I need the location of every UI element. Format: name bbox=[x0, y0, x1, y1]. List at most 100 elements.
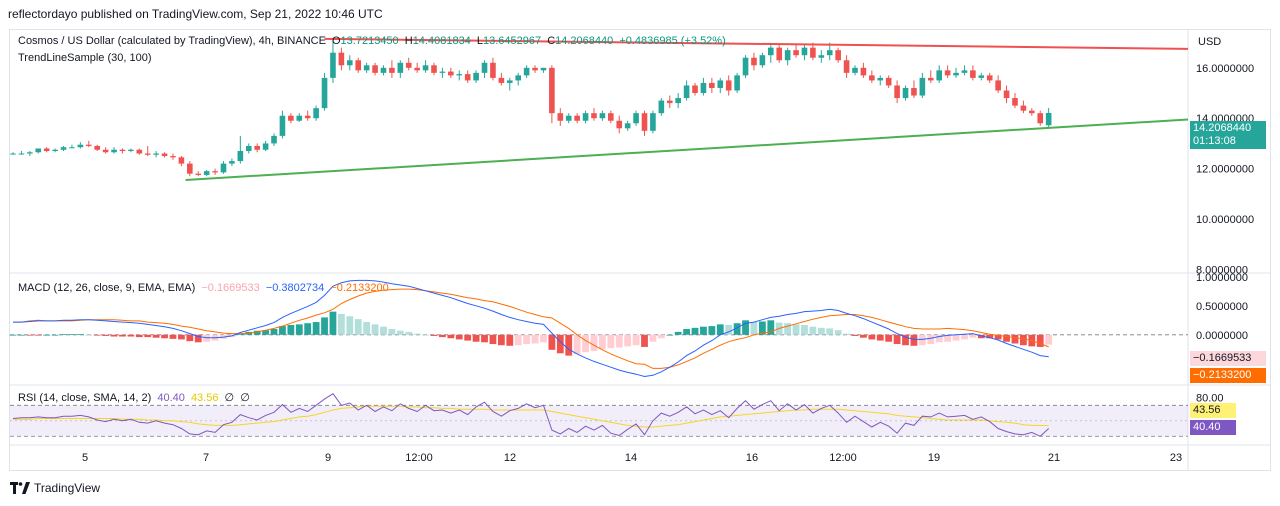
candle-body bbox=[35, 148, 42, 153]
candle-body bbox=[397, 62, 404, 73]
rsi-ma-value: 43.56 bbox=[190, 392, 219, 404]
macd-histogram-bar bbox=[599, 334, 606, 350]
macd-histogram-bar bbox=[691, 327, 699, 335]
macd-histogram-bar bbox=[481, 334, 488, 343]
macd-histogram-bar bbox=[388, 329, 396, 335]
close-label: C bbox=[547, 35, 556, 47]
candle-body bbox=[860, 67, 867, 76]
macd-histogram-bar bbox=[851, 334, 859, 336]
candle-body bbox=[338, 52, 345, 66]
candle-body bbox=[111, 149, 117, 153]
support-trendline bbox=[185, 118, 1189, 181]
candle-body bbox=[826, 50, 833, 56]
rsi-value: 40.40 bbox=[157, 392, 185, 404]
macd-histogram-bar bbox=[767, 320, 775, 335]
time-axis-label: 12 bbox=[504, 452, 516, 464]
macd-histogram-bar bbox=[548, 334, 556, 350]
macd-histogram-bar bbox=[733, 323, 741, 335]
macd-histogram-bar bbox=[18, 334, 25, 336]
macd-histogram-bar bbox=[725, 324, 733, 335]
candle-body bbox=[237, 151, 244, 162]
candle-body bbox=[970, 70, 976, 78]
macd-histogram-bar bbox=[868, 334, 876, 340]
macd-histogram-bar bbox=[93, 334, 101, 336]
macd-histogram-bar bbox=[607, 334, 615, 349]
macd-histogram-bar bbox=[60, 334, 67, 336]
candle-body bbox=[523, 67, 530, 76]
macd-histogram-bar bbox=[666, 334, 674, 336]
symbol-label[interactable]: Cosmos / US Dollar (calculated by Tradin… bbox=[18, 35, 326, 47]
price-tick-label: 12.0000000 bbox=[1196, 164, 1254, 176]
candle-body bbox=[52, 149, 58, 151]
candle-body bbox=[608, 113, 614, 121]
price-tick-label: 8.0000000 bbox=[1196, 264, 1248, 276]
candle-body bbox=[1012, 98, 1018, 106]
tradingview-logo-icon bbox=[10, 482, 30, 494]
candle-body bbox=[498, 77, 505, 83]
candle-body bbox=[709, 82, 715, 88]
macd-histogram-bar bbox=[935, 334, 943, 343]
macd-histogram-bar bbox=[531, 334, 539, 344]
candle-body bbox=[347, 60, 353, 66]
candle-body bbox=[532, 67, 538, 71]
macd-histogram-bar bbox=[750, 322, 758, 335]
macd-histogram-bar bbox=[506, 334, 514, 346]
candle-body bbox=[540, 67, 547, 71]
candle-body bbox=[389, 67, 395, 73]
time-axis-label: 21 bbox=[1048, 452, 1060, 464]
macd-histogram-bar bbox=[708, 326, 716, 335]
time-axis-label: 5 bbox=[82, 452, 88, 464]
candle-body bbox=[919, 77, 926, 96]
macd-histogram-bar bbox=[287, 324, 295, 335]
macd-histogram-bar bbox=[472, 334, 480, 342]
time-axis-label: 23 bbox=[1170, 452, 1182, 464]
rsi-label[interactable]: RSI (14, close, SMA, 14, 2) bbox=[18, 392, 152, 404]
macd-histogram-bar bbox=[26, 334, 34, 336]
open-value: 13.7213450 bbox=[340, 35, 399, 47]
candle-body bbox=[10, 153, 16, 155]
macd-histogram-bar bbox=[110, 334, 118, 337]
chart-frame[interactable] bbox=[9, 29, 1271, 471]
candle-body bbox=[85, 144, 92, 146]
candle-body bbox=[481, 62, 488, 73]
high-label: H bbox=[404, 35, 413, 47]
macd-histogram-bar bbox=[371, 324, 379, 335]
candle-body bbox=[405, 62, 412, 68]
time-axis-label: 9 bbox=[325, 452, 331, 464]
candle-body bbox=[288, 115, 294, 121]
candle-body bbox=[1045, 112, 1052, 126]
candle-body bbox=[448, 71, 454, 76]
candle-body bbox=[759, 55, 766, 66]
candle-body bbox=[894, 85, 900, 99]
macd-histogram-bar bbox=[363, 322, 371, 335]
macd-histogram-bar bbox=[135, 334, 143, 338]
candle-body bbox=[506, 80, 513, 83]
macd-histogram-bar bbox=[649, 334, 657, 342]
macd-histogram-bar bbox=[34, 334, 42, 336]
candle-body bbox=[818, 55, 825, 58]
macd-histogram-bar bbox=[304, 323, 312, 335]
macd-histogram-bar bbox=[641, 334, 648, 347]
change-value: +0.4836985 (+3.52%) bbox=[619, 35, 726, 47]
macd-histogram-bar bbox=[76, 334, 84, 336]
candle-body bbox=[43, 148, 50, 151]
candle-body bbox=[582, 113, 589, 121]
resistance-trendline bbox=[324, 37, 1189, 50]
candle-body bbox=[700, 82, 707, 94]
macd-histogram-bar bbox=[573, 334, 581, 354]
macd-label[interactable]: MACD (12, 26, close, 9, EMA, EMA) bbox=[18, 282, 196, 294]
footer-brand[interactable]: TradingView bbox=[10, 481, 100, 495]
candle-body bbox=[304, 115, 311, 119]
price-tick-label: 10.0000000 bbox=[1196, 214, 1254, 226]
last-price-value: 14.2068440 bbox=[1193, 122, 1252, 134]
macd-signal-tag: −0.2133200 bbox=[1190, 368, 1266, 383]
macd-tick-label: 0.0000000 bbox=[1196, 330, 1248, 342]
indicator-label[interactable]: TrendLineSample (30, 100) bbox=[18, 52, 152, 64]
candle-body bbox=[902, 87, 909, 99]
candle-body bbox=[1037, 113, 1044, 124]
macd-histogram-bar bbox=[295, 324, 303, 335]
candle-body bbox=[220, 163, 227, 173]
macd-histogram-bar bbox=[556, 334, 564, 354]
macd-histogram-bar bbox=[523, 334, 531, 345]
